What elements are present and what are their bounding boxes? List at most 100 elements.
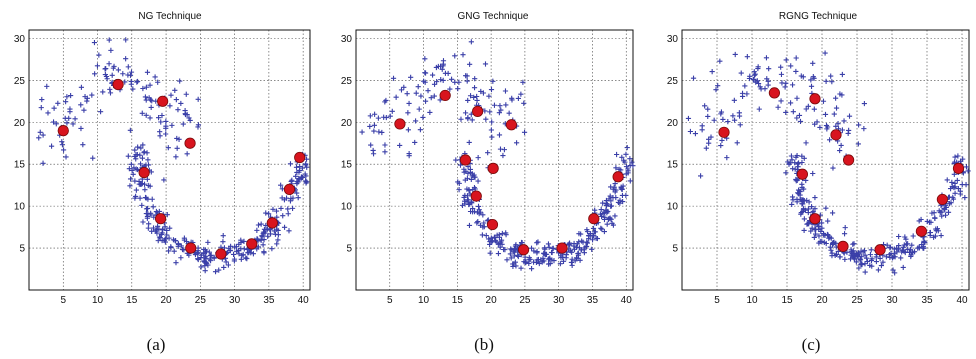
data-point bbox=[481, 224, 487, 230]
data-point bbox=[825, 218, 831, 224]
data-point bbox=[274, 241, 280, 247]
data-point bbox=[198, 264, 204, 270]
data-point bbox=[445, 70, 451, 77]
data-point bbox=[157, 234, 163, 241]
data-point bbox=[577, 257, 583, 263]
data-point bbox=[258, 237, 264, 243]
node-point bbox=[246, 238, 258, 250]
x-tick-label: 25 bbox=[195, 295, 207, 306]
data-point bbox=[486, 93, 492, 99]
data-point bbox=[72, 116, 78, 122]
data-point bbox=[261, 250, 267, 256]
data-point bbox=[474, 97, 480, 104]
data-point bbox=[826, 137, 833, 143]
data-point bbox=[755, 80, 762, 87]
data-point bbox=[623, 171, 629, 177]
data-point bbox=[149, 98, 155, 104]
y-tick-label: 25 bbox=[667, 76, 679, 87]
data-point bbox=[947, 185, 954, 192]
data-point bbox=[167, 103, 173, 109]
data-point bbox=[875, 267, 881, 273]
data-point bbox=[144, 205, 151, 212]
data-point bbox=[462, 110, 469, 116]
data-point bbox=[801, 216, 807, 222]
data-point bbox=[747, 73, 753, 79]
data-point bbox=[891, 254, 897, 260]
data-point bbox=[957, 188, 963, 194]
data-point bbox=[154, 230, 160, 236]
y-tick-label: 15 bbox=[14, 160, 26, 171]
data-point bbox=[571, 246, 578, 252]
data-point bbox=[498, 239, 504, 245]
data-point bbox=[853, 259, 859, 265]
data-point bbox=[725, 119, 731, 125]
data-point bbox=[132, 147, 138, 153]
data-point bbox=[413, 90, 419, 96]
y-tick-label: 10 bbox=[14, 202, 26, 213]
data-point bbox=[465, 170, 471, 176]
data-point bbox=[789, 82, 796, 88]
data-point bbox=[530, 259, 537, 265]
data-point bbox=[489, 134, 495, 140]
data-point bbox=[857, 257, 863, 263]
node-point bbox=[842, 154, 855, 166]
data-point bbox=[812, 231, 819, 237]
data-point bbox=[250, 251, 257, 257]
data-point bbox=[705, 106, 711, 112]
node-point bbox=[874, 244, 886, 256]
data-point bbox=[272, 231, 279, 237]
data-point bbox=[521, 100, 527, 106]
data-point bbox=[146, 95, 152, 101]
data-point bbox=[918, 216, 924, 223]
data-point bbox=[458, 116, 464, 122]
data-point bbox=[166, 235, 172, 241]
data-point bbox=[202, 268, 208, 274]
data-point bbox=[500, 152, 506, 159]
data-point bbox=[809, 225, 815, 231]
y-tick-label: 30 bbox=[341, 34, 353, 45]
data-point bbox=[302, 171, 308, 177]
data-point bbox=[551, 257, 557, 264]
data-point bbox=[463, 73, 469, 79]
data-point bbox=[957, 158, 964, 164]
data-point bbox=[59, 139, 65, 145]
data-point bbox=[127, 183, 133, 189]
data-point bbox=[474, 220, 480, 226]
data-point bbox=[713, 87, 719, 93]
data-point bbox=[82, 94, 88, 100]
data-point bbox=[839, 127, 846, 133]
data-point bbox=[145, 162, 152, 168]
data-point bbox=[959, 181, 965, 188]
node-point bbox=[837, 240, 849, 252]
data-point bbox=[528, 266, 535, 272]
data-point bbox=[932, 233, 939, 239]
data-point bbox=[174, 135, 180, 142]
panel-rgng: RGNG Technique (c) 5 10 15 20 25 30 35 40 5 10 15 2… bbox=[667, 11, 971, 354]
data-point bbox=[265, 233, 271, 239]
node-point bbox=[505, 119, 517, 131]
data-point bbox=[827, 244, 833, 250]
data-point bbox=[736, 110, 742, 116]
data-point bbox=[287, 198, 294, 204]
data-point bbox=[538, 257, 544, 263]
data-point bbox=[161, 177, 167, 183]
data-point bbox=[183, 91, 189, 97]
data-point bbox=[370, 151, 377, 157]
node-point bbox=[459, 154, 472, 166]
data-point bbox=[181, 235, 187, 241]
data-point bbox=[182, 111, 189, 118]
data-point bbox=[147, 183, 153, 189]
data-point bbox=[383, 114, 389, 121]
data-point bbox=[266, 211, 272, 217]
data-point bbox=[164, 212, 170, 218]
data-point bbox=[916, 244, 922, 250]
data-point bbox=[744, 54, 750, 60]
data-point bbox=[172, 237, 178, 244]
data-point bbox=[828, 235, 834, 241]
y-tick-label: 30 bbox=[667, 34, 679, 45]
data-point bbox=[825, 124, 831, 130]
data-point bbox=[477, 222, 484, 228]
data-point bbox=[470, 186, 476, 193]
data-point bbox=[157, 129, 163, 135]
y-tick-label: 5 bbox=[346, 244, 352, 255]
